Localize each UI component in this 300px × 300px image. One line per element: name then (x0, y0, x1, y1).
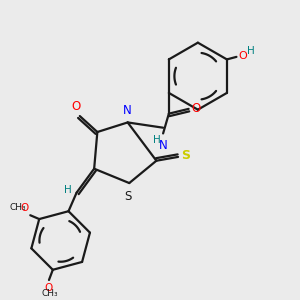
Text: S: S (124, 190, 131, 203)
Text: H: H (153, 135, 160, 145)
Text: CH₃: CH₃ (10, 203, 26, 212)
Text: O: O (239, 51, 248, 61)
Text: CH₃: CH₃ (41, 289, 58, 298)
Text: H: H (247, 46, 255, 56)
Text: O: O (191, 102, 200, 115)
Text: N: N (123, 104, 132, 117)
Text: H: H (64, 185, 71, 195)
Text: O: O (45, 283, 53, 292)
Text: O: O (71, 100, 81, 113)
Text: O: O (20, 203, 28, 213)
Text: N: N (159, 139, 168, 152)
Text: S: S (181, 149, 190, 162)
